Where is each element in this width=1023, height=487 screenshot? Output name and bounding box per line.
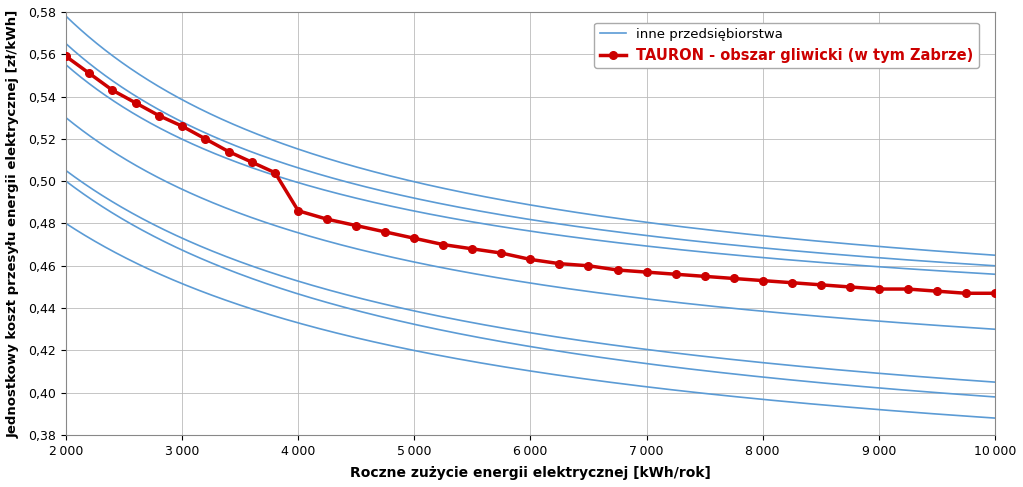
TAURON - obszar gliwicki (w tym Zabrze) xyxy=(152,112,165,118)
TAURON - obszar gliwicki (w tym Zabrze) xyxy=(844,284,856,290)
TAURON - obszar gliwicki (w tym Zabrze) xyxy=(989,290,1002,296)
TAURON - obszar gliwicki (w tym Zabrze) xyxy=(525,257,537,262)
TAURON - obszar gliwicki (w tym Zabrze) xyxy=(582,263,594,269)
inne przedsiębiorstwa xyxy=(785,236,797,242)
TAURON - obszar gliwicki (w tym Zabrze) xyxy=(757,278,769,283)
TAURON - obszar gliwicki (w tym Zabrze) xyxy=(380,229,392,235)
Legend: inne przedsiębiorstwa, TAURON - obszar gliwicki (w tym Zabrze): inne przedsiębiorstwa, TAURON - obszar g… xyxy=(594,23,979,68)
TAURON - obszar gliwicki (w tym Zabrze) xyxy=(873,286,885,292)
TAURON - obszar gliwicki (w tym Zabrze) xyxy=(612,267,624,273)
inne przedsiębiorstwa xyxy=(801,237,813,243)
TAURON - obszar gliwicki (w tym Zabrze) xyxy=(408,235,420,241)
TAURON - obszar gliwicki (w tym Zabrze) xyxy=(931,288,943,294)
TAURON - obszar gliwicki (w tym Zabrze) xyxy=(199,136,212,142)
TAURON - obszar gliwicki (w tym Zabrze) xyxy=(106,87,119,93)
TAURON - obszar gliwicki (w tym Zabrze) xyxy=(130,100,142,106)
TAURON - obszar gliwicki (w tym Zabrze) xyxy=(553,261,566,266)
TAURON - obszar gliwicki (w tym Zabrze) xyxy=(699,273,711,279)
TAURON - obszar gliwicki (w tym Zabrze) xyxy=(176,123,188,129)
TAURON - obszar gliwicki (w tym Zabrze) xyxy=(669,271,681,277)
inne przedsiębiorstwa xyxy=(436,185,448,191)
TAURON - obszar gliwicki (w tym Zabrze) xyxy=(83,70,95,76)
inne przedsiębiorstwa xyxy=(989,252,1002,258)
TAURON - obszar gliwicki (w tym Zabrze) xyxy=(786,280,798,285)
TAURON - obszar gliwicki (w tym Zabrze) xyxy=(222,149,234,154)
TAURON - obszar gliwicki (w tym Zabrze) xyxy=(350,223,362,228)
TAURON - obszar gliwicki (w tym Zabrze) xyxy=(901,286,914,292)
TAURON - obszar gliwicki (w tym Zabrze) xyxy=(814,282,827,288)
TAURON - obszar gliwicki (w tym Zabrze) xyxy=(640,269,653,275)
TAURON - obszar gliwicki (w tym Zabrze) xyxy=(495,250,507,256)
inne przedsiębiorstwa xyxy=(698,226,710,232)
inne przedsiębiorstwa xyxy=(469,192,481,198)
Line: TAURON - obszar gliwicki (w tym Zabrze): TAURON - obszar gliwicki (w tym Zabrze) xyxy=(62,53,998,297)
TAURON - obszar gliwicki (w tym Zabrze) xyxy=(960,290,972,296)
TAURON - obszar gliwicki (w tym Zabrze) xyxy=(269,170,281,176)
X-axis label: Roczne zużycie energii elektrycznej [kWh/rok]: Roczne zużycie energii elektrycznej [kWh… xyxy=(350,466,711,480)
inne przedsiębiorstwa xyxy=(60,13,73,19)
Line: inne przedsiębiorstwa: inne przedsiębiorstwa xyxy=(66,16,995,255)
TAURON - obszar gliwicki (w tym Zabrze) xyxy=(321,216,333,222)
TAURON - obszar gliwicki (w tym Zabrze) xyxy=(60,54,73,59)
TAURON - obszar gliwicki (w tym Zabrze) xyxy=(246,159,258,165)
inne przedsiębiorstwa xyxy=(154,85,167,91)
TAURON - obszar gliwicki (w tym Zabrze) xyxy=(727,276,740,281)
TAURON - obszar gliwicki (w tym Zabrze) xyxy=(437,242,449,247)
TAURON - obszar gliwicki (w tym Zabrze) xyxy=(293,208,305,214)
TAURON - obszar gliwicki (w tym Zabrze) xyxy=(466,246,479,252)
Y-axis label: Jednostkowy koszt przesyłu energii elektrycznej [zł/kWh]: Jednostkowy koszt przesyłu energii elekt… xyxy=(7,9,19,438)
